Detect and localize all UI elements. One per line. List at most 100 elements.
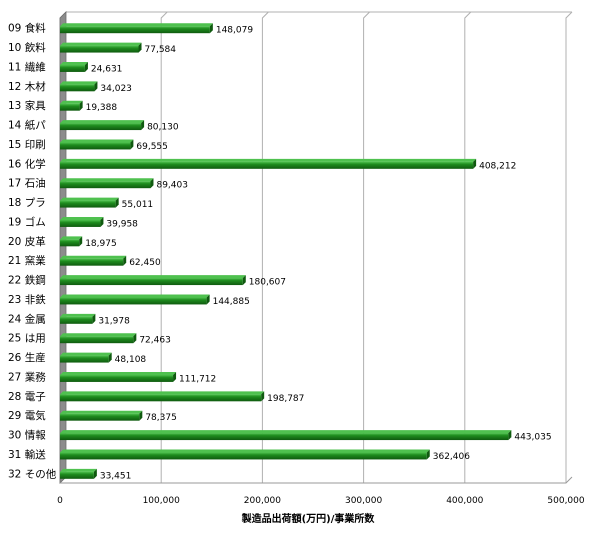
bar — [60, 45, 139, 53]
bar-end-cap — [93, 468, 97, 479]
category-label: 23 非鉄 — [8, 293, 46, 306]
x-tick-label: 500,000 — [547, 496, 584, 506]
data-label: 18,975 — [85, 239, 117, 249]
category-label: 13 家具 — [8, 99, 46, 112]
bar — [60, 433, 509, 441]
data-label: 77,584 — [145, 45, 177, 55]
bar-end-cap — [242, 275, 246, 286]
bar-end-cap — [508, 430, 512, 441]
data-label: 180,607 — [249, 278, 286, 288]
bar — [60, 278, 243, 286]
bar-top-face — [60, 216, 104, 220]
bar-top-face — [60, 410, 143, 414]
bar-end-cap — [173, 371, 177, 382]
bar-top-face — [60, 371, 177, 375]
category-label: 22 鉄鋼 — [8, 274, 46, 287]
bar-top-face — [60, 255, 127, 259]
bar-top-face — [60, 236, 83, 240]
bar-end-cap — [138, 42, 142, 53]
data-label: 80,130 — [147, 123, 179, 133]
bar-top-face — [60, 391, 265, 395]
data-label: 144,885 — [213, 297, 250, 307]
bar-end-cap — [92, 313, 96, 324]
bar-end-cap — [108, 352, 112, 363]
data-label: 78,375 — [145, 413, 177, 423]
bar-end-cap — [139, 410, 143, 421]
bar-end-cap — [84, 61, 88, 72]
bar — [60, 355, 109, 363]
data-label: 24,631 — [91, 64, 123, 74]
data-label: 72,463 — [139, 336, 171, 346]
gridline — [261, 11, 269, 483]
category-label: 25 は用 — [8, 333, 46, 345]
bar-top-face — [60, 158, 477, 162]
bar — [60, 181, 151, 189]
data-label: 55,011 — [122, 200, 154, 210]
bar — [60, 200, 116, 208]
data-label: 198,787 — [267, 394, 304, 404]
data-label: 148,079 — [216, 26, 253, 36]
category-label: 21 窯業 — [8, 254, 46, 267]
bar — [60, 161, 474, 169]
data-label: 408,212 — [479, 161, 516, 171]
gridline — [464, 11, 472, 483]
category-label: 18 プラ — [8, 197, 46, 209]
bar-end-cap — [123, 255, 127, 266]
data-label: 89,403 — [156, 181, 188, 191]
bar-end-cap — [100, 216, 104, 227]
category-label: 10 飲料 — [8, 41, 46, 54]
bar — [60, 258, 124, 266]
bar — [60, 239, 80, 247]
data-label: 48,108 — [115, 355, 147, 365]
category-label: 24 金属 — [8, 312, 46, 325]
bar-top-face — [60, 430, 512, 434]
x-tick-label: 0 — [57, 496, 63, 506]
bar-end-cap — [141, 120, 145, 131]
category-label: 31 輸送 — [8, 448, 46, 461]
x-axis-title: 製造品出荷額(万円)/事業所数 — [241, 512, 376, 525]
bar-top-face — [60, 81, 98, 85]
bar-end-cap — [206, 294, 210, 305]
gridline — [160, 11, 168, 483]
x-tick-label: 100,000 — [143, 496, 180, 506]
bar-top-face — [60, 197, 119, 201]
bar — [60, 142, 131, 150]
category-label: 20 皮革 — [8, 235, 46, 248]
bar-top-face — [60, 61, 88, 65]
category-label: 11 繊維 — [8, 60, 46, 73]
bar — [60, 123, 142, 131]
x-axis-line — [60, 476, 573, 484]
data-label: 19,388 — [86, 103, 118, 113]
bar-end-cap — [79, 100, 83, 111]
data-label: 31,978 — [98, 316, 130, 326]
x-tick-label: 400,000 — [446, 496, 483, 506]
gridline — [363, 11, 370, 483]
category-label: 12 木材 — [8, 80, 46, 93]
bar — [60, 471, 94, 479]
data-label: 62,450 — [129, 258, 161, 268]
x-tick-label: 300,000 — [345, 496, 382, 506]
bar-top-face — [60, 449, 430, 453]
bar-top-face — [60, 178, 154, 182]
gridline — [565, 11, 573, 483]
bar-end-cap — [209, 23, 213, 34]
category-label: 14 紙パ — [8, 119, 46, 132]
category-label: 28 電子 — [8, 391, 46, 403]
bar-top-face — [60, 120, 145, 124]
bar-top-face — [60, 468, 97, 472]
bar-end-cap — [473, 158, 477, 169]
category-label: 15 印刷 — [8, 138, 46, 151]
bar-top-face — [60, 275, 246, 279]
bar-top-face — [60, 23, 213, 27]
category-label: 30 情報 — [8, 429, 46, 442]
bar-end-cap — [94, 81, 98, 92]
bar-top-face — [60, 294, 210, 298]
bar-end-cap — [130, 139, 134, 150]
category-label: 17 石油 — [8, 177, 46, 190]
bar — [60, 413, 140, 421]
bar-end-cap — [79, 236, 83, 247]
bar — [60, 374, 174, 382]
data-label: 111,712 — [179, 374, 216, 384]
bar-end-cap — [133, 333, 137, 344]
